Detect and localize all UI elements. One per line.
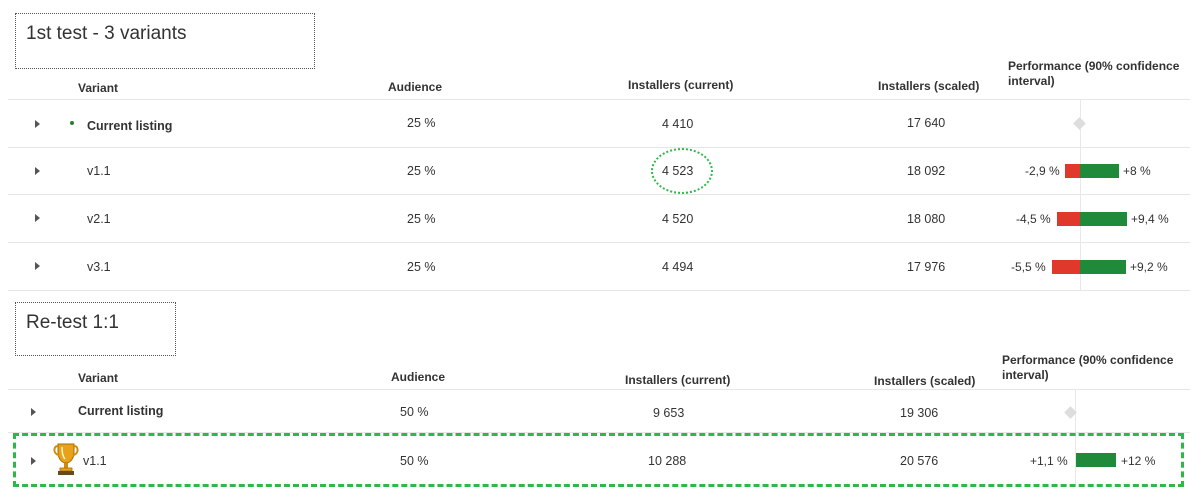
diamond-icon <box>1073 117 1086 130</box>
ci-negative-bar <box>1057 212 1080 226</box>
row-divider <box>8 147 1190 148</box>
ci-negative-bar <box>1065 164 1080 178</box>
test1-row4-current: 4 494 <box>662 260 694 274</box>
caret-right-icon[interactable] <box>31 408 36 416</box>
ci-positive-bar <box>1080 212 1127 226</box>
test2-header-performance-line1: Performance (90% confidence <box>1002 353 1174 367</box>
test1-row4-scaled: 17 976 <box>907 260 946 274</box>
test1-row1-scaled: 17 640 <box>907 116 946 130</box>
test1-row3-audience: 25 % <box>407 212 436 226</box>
row-divider <box>8 242 1190 243</box>
test2-header-variant: Variant <box>78 371 119 385</box>
caret-right-icon[interactable] <box>35 120 40 128</box>
ci-positive-bar <box>1080 260 1126 274</box>
caret-right-icon[interactable] <box>35 167 40 175</box>
test1-row3-current: 4 520 <box>662 212 694 226</box>
row-divider <box>8 194 1190 195</box>
test1-row2-current: 4 523 <box>662 164 694 178</box>
trophy-icon <box>53 443 79 475</box>
test1-row4-variant: v3.1 <box>87 260 111 274</box>
test1-row3-ci-high: +9,4 % <box>1131 212 1169 226</box>
test1-row2-audience: 25 % <box>407 164 436 178</box>
test1-header-variant: Variant <box>78 81 119 95</box>
test1-row4-ci-high: +9,2 % <box>1130 260 1168 274</box>
test2-header-audience: Audience <box>391 370 446 384</box>
test2-row1-scaled: 19 306 <box>900 406 939 420</box>
test2-header-divider <box>8 389 1190 390</box>
ci-positive-bar <box>1076 453 1116 467</box>
row-divider <box>8 290 1190 291</box>
test1-row4-audience: 25 % <box>407 260 436 274</box>
test1-row2-ci-high: +8 % <box>1123 164 1151 178</box>
test2-row1-current: 9 653 <box>653 406 685 420</box>
test1-row3-ci-low: -4,5 % <box>1016 212 1051 226</box>
test1-header-audience: Audience <box>388 80 443 94</box>
test2-title: Re-test 1:1 <box>15 302 176 356</box>
test2-header-performance: Performance (90% confidence interval) <box>1002 353 1173 383</box>
test2-row2-ci-high: +12 % <box>1121 454 1156 468</box>
winner-highlight-box <box>13 433 1184 487</box>
caret-right-icon[interactable] <box>35 262 40 270</box>
ci-positive-bar <box>1080 164 1119 178</box>
test1-header-performance-line1: Performance (90% confidence <box>1008 59 1180 73</box>
test1-header-performance: Performance (90% confidence interval) <box>1008 59 1179 89</box>
test1-header-installers-current: Installers (current) <box>628 78 734 92</box>
test1-row3-variant: v2.1 <box>87 212 111 226</box>
test2-row2-variant: v1.1 <box>83 454 107 468</box>
test1-header-performance-line2: interval) <box>1008 74 1055 88</box>
test1-row1-current: 4 410 <box>662 117 694 131</box>
test1-row1-variant: Current listing <box>87 119 173 133</box>
test1-header-divider <box>8 99 1190 100</box>
test2-header-performance-line2: interval) <box>1002 368 1049 382</box>
caret-right-icon[interactable] <box>31 457 36 465</box>
test1-row2-scaled: 18 092 <box>907 164 946 178</box>
test1-title: 1st test - 3 variants <box>15 13 315 69</box>
test1-zero-axis <box>1080 99 1081 291</box>
test1-row1-audience: 25 % <box>407 116 436 130</box>
current-listing-dot-icon <box>70 121 74 125</box>
test2-row2-ci-low: +1,1 % <box>1030 454 1068 468</box>
test2-header-installers-scaled: Installers (scaled) <box>874 374 976 388</box>
test2-row1-variant: Current listing <box>78 404 164 418</box>
test2-row1-audience: 50 % <box>400 405 429 419</box>
test2-header-installers-current: Installers (current) <box>625 373 731 387</box>
test2-row2-current: 10 288 <box>648 454 687 468</box>
test2-row2-audience: 50 % <box>400 454 429 468</box>
test2-row2-scaled: 20 576 <box>900 454 939 468</box>
test2-zero-axis <box>1075 389 1076 484</box>
test1-row2-ci-low: -2,9 % <box>1025 164 1060 178</box>
test1-row2-variant: v1.1 <box>87 164 111 178</box>
test1-header-installers-scaled: Installers (scaled) <box>878 79 980 93</box>
test1-row4-ci-low: -5,5 % <box>1011 260 1046 274</box>
caret-right-icon[interactable] <box>35 214 40 222</box>
ci-negative-bar <box>1052 260 1080 274</box>
row-divider <box>8 432 1190 433</box>
highlight-circle <box>651 148 713 194</box>
test1-row3-scaled: 18 080 <box>907 212 946 226</box>
